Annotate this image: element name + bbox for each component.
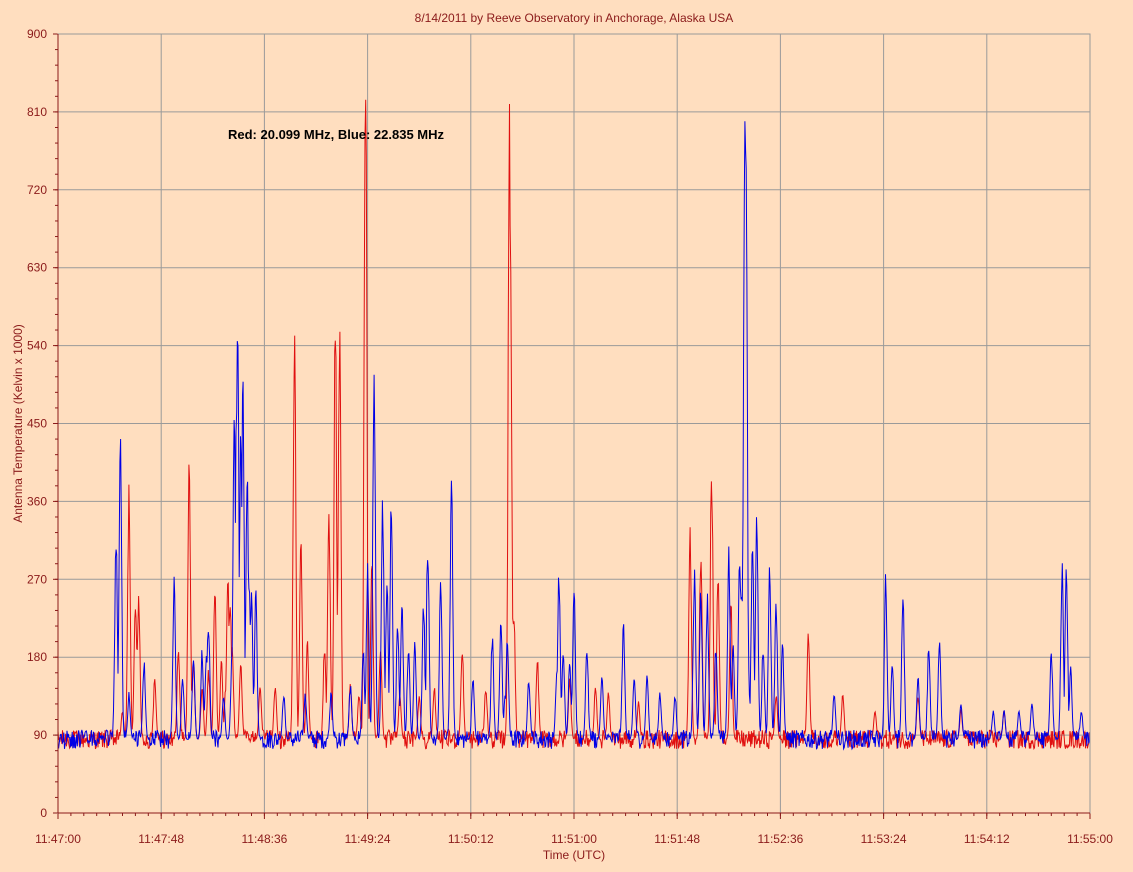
frequency-annotation: Red: 20.099 MHz, Blue: 22.835 MHz bbox=[228, 127, 445, 142]
y-tick-label: 180 bbox=[27, 650, 47, 664]
series-line-blue bbox=[57, 121, 1091, 751]
x-tick-label: 11:51:48 bbox=[654, 832, 700, 846]
x-tick-label: 11:50:12 bbox=[448, 832, 494, 846]
data-series bbox=[57, 99, 1091, 751]
x-tick-label: 11:54:12 bbox=[964, 832, 1010, 846]
x-axis-label: Time (UTC) bbox=[543, 848, 605, 862]
axes: 11:47:00 11:47:48 11:48:36 11:49:24 11:50:12… bbox=[27, 27, 1113, 846]
y-tick-label: 810 bbox=[27, 105, 47, 119]
y-tick-label: 270 bbox=[27, 572, 47, 586]
x-tick-label: 11:47:48 bbox=[138, 832, 184, 846]
x-tick-label: 11:55:00 bbox=[1067, 832, 1113, 846]
y-tick-label: 630 bbox=[27, 261, 47, 275]
y-tick-label: 90 bbox=[34, 728, 48, 742]
chart-title: 8/14/2011 by Reeve Observatory in Anchor… bbox=[415, 11, 734, 25]
y-tick-label: 450 bbox=[27, 417, 47, 431]
series-line-red bbox=[57, 99, 1091, 751]
y-axis-label: Antenna Temperature (Kelvin x 1000) bbox=[11, 324, 25, 523]
x-tick-label: 11:47:00 bbox=[35, 832, 81, 846]
x-tick-label: 11:51:00 bbox=[551, 832, 597, 846]
x-tick-label: 11:53:24 bbox=[861, 832, 907, 846]
y-tick-label: 900 bbox=[27, 27, 47, 41]
x-tick-label: 11:49:24 bbox=[345, 832, 391, 846]
y-tick-label: 0 bbox=[40, 806, 47, 820]
x-tick-label: 11:48:36 bbox=[241, 832, 287, 846]
y-tick-label: 720 bbox=[27, 183, 47, 197]
x-tick-label: 11:52:36 bbox=[757, 832, 803, 846]
y-tick-label: 540 bbox=[27, 339, 47, 353]
y-tick-label: 360 bbox=[27, 494, 47, 508]
